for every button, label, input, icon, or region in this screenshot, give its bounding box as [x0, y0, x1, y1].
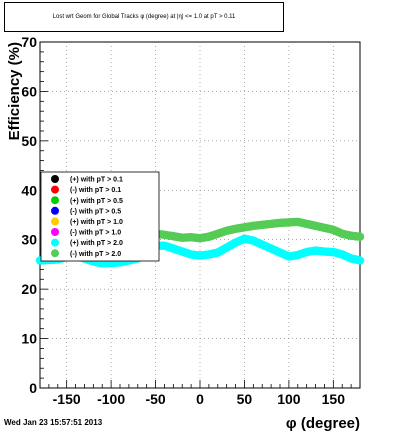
legend-label: (+) with pT > 1.0	[70, 219, 123, 226]
data-point	[355, 232, 365, 241]
legend-label: (+) with pT > 0.5	[70, 198, 123, 205]
x-tick-label: 0	[196, 391, 204, 407]
y-tick-label: 40	[21, 182, 37, 198]
series-0	[142, 217, 365, 243]
y-tick-label: 30	[21, 232, 37, 248]
legend-marker	[51, 217, 59, 226]
legend-label: (+) with pT > 0.1	[70, 177, 123, 184]
legend-marker	[51, 196, 59, 205]
y-tick-label: 0	[29, 380, 37, 396]
y-tick-label: 50	[21, 133, 37, 149]
legend-label: (-) with pT > 2.0	[70, 251, 121, 258]
legend-marker	[51, 185, 59, 194]
legend-label: (-) with pT > 1.0	[70, 230, 121, 237]
legend-label: (-) with pT > 0.5	[70, 208, 121, 215]
legend-box	[40, 171, 160, 262]
y-tick-label: 70	[21, 34, 37, 50]
y-axis-label: Efficiency (%)	[6, 42, 23, 140]
data-point	[355, 256, 365, 265]
x-tick-label: 150	[322, 391, 346, 407]
legend-marker	[51, 249, 59, 258]
x-tick-label: -50	[145, 391, 165, 407]
legend-marker	[51, 238, 59, 247]
legend-marker	[51, 228, 59, 236]
footer-timestamp: Wed Jan 23 15:57:51 2013	[4, 418, 103, 427]
y-tick-label: 20	[21, 281, 37, 297]
x-tick-label: 50	[237, 391, 253, 407]
legend-marker	[51, 206, 59, 215]
x-tick-label: -100	[97, 391, 125, 407]
x-tick-label: -150	[53, 391, 81, 407]
y-tick-label: 60	[21, 83, 37, 99]
x-tick-label: 100	[277, 391, 301, 407]
x-axis-label: φ (degree)	[286, 415, 360, 432]
chart-title: Lost wrt Geom for Global Tracks φ (degre…	[52, 14, 236, 20]
y-tick-label: 10	[21, 331, 37, 347]
legend-label: (+) with pT > 2.0	[70, 240, 123, 247]
legend-label: (-) with pT > 0.1	[70, 187, 121, 194]
legend-marker	[51, 175, 59, 183]
title-box: Lost wrt Geom for Global Tracks φ (degre…	[4, 2, 284, 32]
